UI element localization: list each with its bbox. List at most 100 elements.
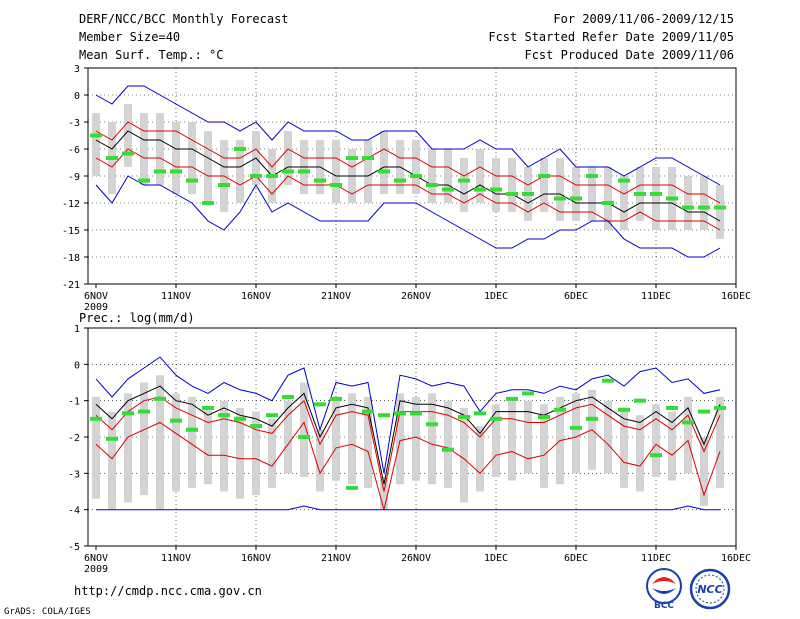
panel1-x-tick-label: 26NOV [401,291,431,302]
panel1-member-range-bar [540,158,548,212]
panel2-series-p25 [95,421,721,510]
panel1-ensemble-mean-marker [170,169,182,174]
panel1-ensemble-mean-marker [490,187,502,192]
panel1-member-range-bar [332,140,340,203]
panel1-member-range-bar [508,158,516,212]
ncc-logo: NCC [689,568,731,610]
panel2-member-range-bar [236,407,244,499]
panel2-member-range-bar [124,393,132,503]
panel2-member-range-bar [156,375,164,510]
panel1-x-tick-label: 16DEC [721,291,751,302]
panel1-ensemble-mean-marker [266,174,278,178]
panel2-y-tick-label: -1 [68,397,80,408]
panel1-ensemble-mean-marker [362,156,374,160]
panel2-x-tick-label: 6DEC [564,553,588,564]
produced-date: Fcst Produced Date 2009/11/06 [524,48,734,62]
panel2-y-tick-label: 1 [74,324,80,335]
member-size: Member Size=40 [79,30,181,44]
panel2-x-tick-label: 1DEC [484,553,508,564]
panel2-member-range-bar [92,397,100,499]
panel2-member-range-bar [364,397,372,488]
panel2-member-range-bar [396,393,404,485]
panel2-ensemble-mean-marker [714,405,726,410]
panel1-member-range-bar [572,167,580,221]
panel2-member-range-bar [604,400,612,474]
panel2-member-range-bar [140,382,148,496]
panel1-y-tick-label: -15 [62,226,80,237]
panel1-member-range-bar [172,122,180,194]
panel1-ensemble-mean-marker [314,178,326,183]
panel2-ensemble-mean-marker [458,415,470,420]
panel1-member-range-bar [428,149,436,203]
panel2-ensemble-mean-marker [698,409,710,414]
panel1-member-range-bar [556,158,564,221]
panel2-member-range-bar [700,437,708,507]
panel1-member-range-bar [460,158,468,212]
panel1-ensemble-mean-marker [186,178,198,183]
panel2-member-range-bar [188,397,196,488]
panel1-y-tick-label: -12 [62,199,80,210]
panel1-member-range-bar [684,176,692,230]
panel1-ensemble-mean-marker [394,178,406,183]
panel1-ensemble-mean-marker [714,205,726,210]
panel2-member-range-bar [476,426,484,492]
panel1-ensemble-mean-marker [218,183,230,187]
panel2-ensemble-mean-marker [474,411,486,416]
panel1-ensemble-mean-marker [506,192,518,196]
panel1-ensemble-mean-marker [234,147,246,151]
panel2-y-tick-label: 0 [74,360,80,371]
panel1-ensemble-mean-marker [346,156,358,160]
panel2-y-tick-label: -2 [68,433,80,444]
panel2-ensemble-mean-marker [218,413,230,418]
panel1-ensemble-mean-marker [698,205,710,210]
panel1-y-tick-label: 3 [74,64,80,75]
panel1-series-p10 [95,148,721,231]
panel2-member-range-bar [620,411,628,488]
forecast-period: For 2009/11/06-2009/12/15 [553,12,734,26]
panel2-ensemble-mean-marker [618,407,630,412]
variable-label: Mean Surf. Temp.: °C [79,48,224,62]
panel1-ensemble-mean-marker [666,196,678,201]
panel2-member-range-bar [444,400,452,488]
panel1-x-year-label: 2009 [84,302,108,313]
panel2-member-range-bar [460,407,468,503]
panel1-x-tick-label: 11NOV [161,291,191,302]
panel1-ensemble-mean-marker [602,201,614,205]
panel1-ensemble-mean-marker [138,178,150,183]
panel2-ensemble-mean-marker [506,396,518,401]
panel1-member-range-bar [188,122,196,194]
panel1-x-tick-label: 11DEC [641,291,671,302]
chart-title: DERF/NCC/BCC Monthly Forecast [79,12,289,26]
panel2-member-range-bar [492,404,500,477]
ncc-logo-text: NCC [697,583,722,596]
panel2-ensemble-mean-marker [186,427,198,432]
panel2-ensemble-mean-marker [666,405,678,410]
panel1-series-max [95,85,721,186]
panel2-series-p90 [95,385,721,485]
panel2-ensemble-mean-marker [554,407,566,412]
panel2-member-range-bar [412,397,420,481]
panel2-ensemble-mean-marker [522,391,534,396]
panel2-y-tick-label: -3 [68,469,80,480]
panel2-series-p75 [95,396,721,492]
panel2-ensemble-mean-marker [90,416,102,421]
panel1-ensemble-mean-marker [106,156,118,160]
panel1-member-range-bar [476,149,484,203]
panel2-member-range-bar [204,407,212,485]
panel1-ensemble-mean-marker [650,192,662,196]
panel2-x-year-label: 2009 [84,564,108,575]
grads-credit: GrADS: COLA/IGES [4,607,91,617]
panel2-subtitle: Prec.: log(mm/d) [79,311,195,325]
panel2-member-range-bar [428,393,436,485]
panel1-y-tick-label: -9 [68,172,80,183]
panel2-x-tick-label: 26NOV [401,553,431,564]
panel1-member-range-bar [236,140,244,203]
panel2-member-range-bar [284,400,292,474]
panel2-ensemble-mean-marker [490,416,502,421]
panel1-ensemble-mean-marker [250,174,262,178]
panel2-x-tick-label: 11DEC [641,553,671,564]
panel2-member-range-bar [300,382,308,477]
panel2-y-tick-label: -5 [68,542,80,553]
panel1-member-range-bar [700,176,708,230]
bcc-logo-text: BCC [654,601,674,610]
